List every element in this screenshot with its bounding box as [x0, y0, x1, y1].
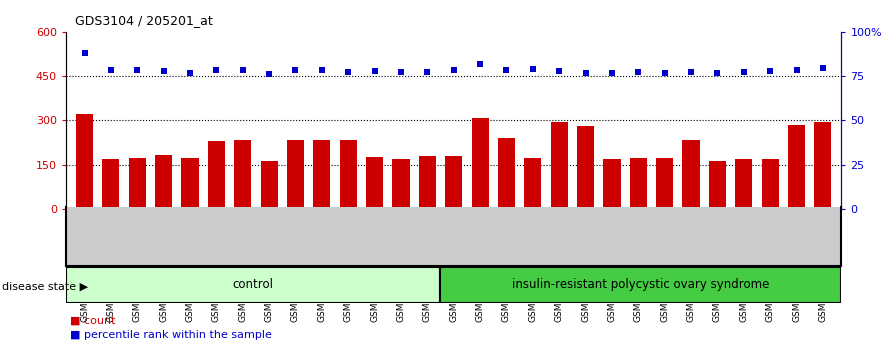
Bar: [440, 267, 841, 303]
Bar: [683, 141, 700, 209]
Bar: [76, 114, 93, 209]
Bar: [814, 122, 832, 209]
Bar: [129, 158, 146, 209]
Bar: [234, 140, 251, 209]
Bar: [709, 161, 726, 209]
Text: disease state ▶: disease state ▶: [2, 282, 88, 292]
Bar: [287, 141, 304, 209]
Bar: [603, 159, 620, 209]
Bar: [471, 118, 489, 209]
Bar: [102, 159, 120, 209]
Bar: [630, 158, 647, 209]
Bar: [524, 158, 542, 209]
Bar: [736, 159, 752, 209]
Bar: [445, 156, 463, 209]
Text: control: control: [233, 279, 274, 291]
Bar: [314, 141, 330, 209]
Bar: [366, 157, 383, 209]
Bar: [418, 156, 436, 209]
Bar: [155, 155, 172, 209]
Text: ■ count: ■ count: [70, 315, 116, 325]
Bar: [498, 138, 515, 209]
Bar: [208, 141, 225, 209]
Bar: [577, 126, 594, 209]
Bar: [788, 125, 805, 209]
Bar: [656, 159, 673, 209]
Bar: [340, 141, 357, 209]
Text: ■ percentile rank within the sample: ■ percentile rank within the sample: [70, 330, 272, 339]
Text: insulin-resistant polycystic ovary syndrome: insulin-resistant polycystic ovary syndr…: [512, 279, 769, 291]
Bar: [551, 122, 567, 209]
Bar: [392, 159, 410, 209]
Bar: [261, 161, 278, 209]
Bar: [181, 159, 198, 209]
Text: GDS3104 / 205201_at: GDS3104 / 205201_at: [75, 14, 212, 27]
Bar: [761, 159, 779, 209]
Bar: [66, 267, 440, 303]
